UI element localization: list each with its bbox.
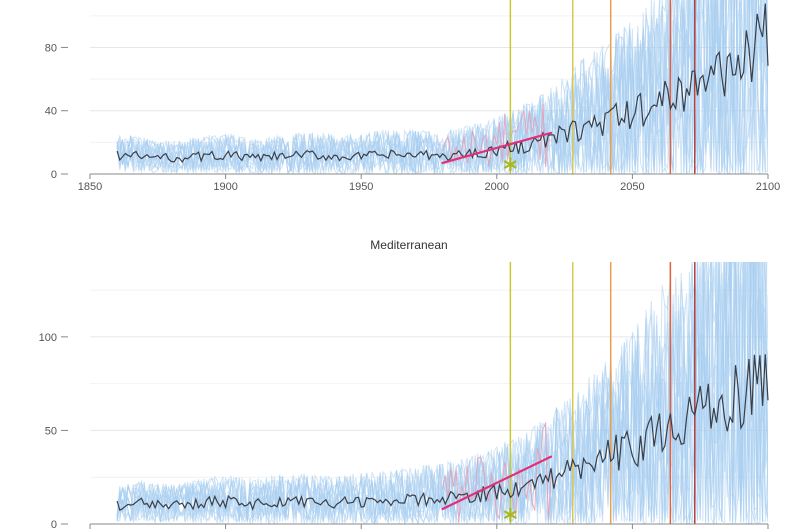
ensemble-line xyxy=(116,0,768,174)
ensemble-mean-line xyxy=(116,354,769,511)
ensemble-line xyxy=(116,0,765,174)
ensemble-line xyxy=(116,0,760,174)
ensemble-mean-line xyxy=(116,3,769,164)
trend-line xyxy=(441,455,553,511)
x-tick-label: 2050 xyxy=(620,181,644,193)
x-tick-label: 1900 xyxy=(213,181,237,193)
x-tick-label: 1950 xyxy=(349,181,373,193)
y-tick-label: 100 xyxy=(39,332,57,344)
star-marker xyxy=(504,507,517,522)
y-tick-label: 80 xyxy=(45,42,57,54)
x-tick-label: 2000 xyxy=(485,181,509,193)
star-stroke xyxy=(504,160,517,169)
star-marker xyxy=(504,157,517,172)
observed-series xyxy=(442,422,552,523)
x-tick-label: 1850 xyxy=(78,181,102,193)
y-tick-label: 0 xyxy=(51,519,57,530)
x-tick-label: 2100 xyxy=(756,181,780,193)
chart-panel-2: Mediterranean 0 50 100 xyxy=(39,238,769,530)
panel-title: Mediterranean xyxy=(370,238,447,252)
y-tick-label: 40 xyxy=(45,106,57,118)
y-tick-label: 0 xyxy=(51,169,57,181)
ensemble-members xyxy=(116,0,768,174)
ensemble-line xyxy=(116,262,768,524)
ensemble-line xyxy=(116,262,768,524)
ensemble-line xyxy=(116,0,768,174)
star-stroke xyxy=(504,510,517,519)
trend-line xyxy=(441,131,553,165)
chart-panel-1: 1850 1900 1950 2000 2050 2100 0 40 80 xyxy=(45,0,780,193)
y-tick-label: 50 xyxy=(45,425,57,437)
ensemble-line xyxy=(116,0,768,174)
